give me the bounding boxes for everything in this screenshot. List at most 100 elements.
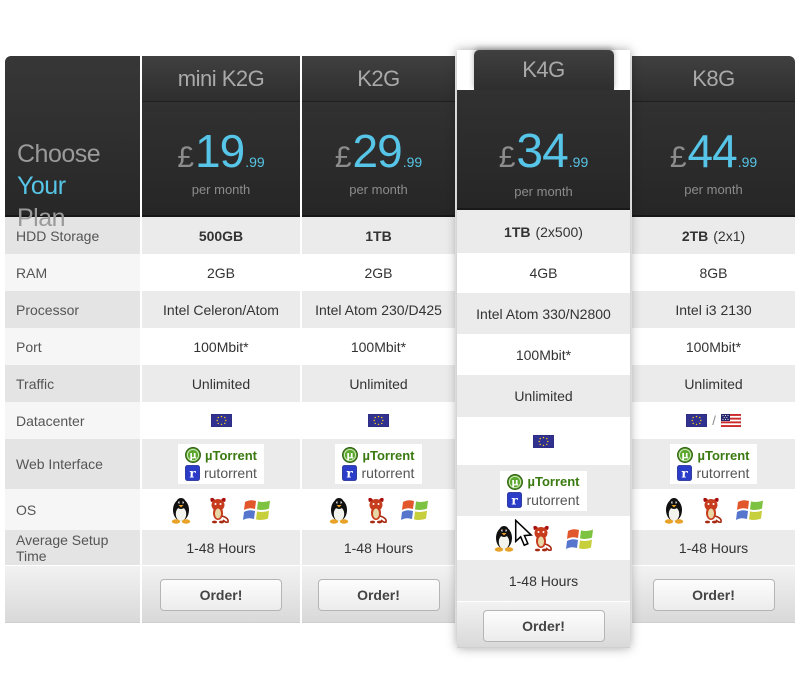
plan-price-k8g: £44.99 per month xyxy=(632,102,795,217)
price-decimal: .99 xyxy=(402,154,423,170)
cell-web-interface: µ µTorrent r rutorrent xyxy=(632,439,795,489)
cell-ram: 2GB xyxy=(142,254,300,291)
linux-tux-icon xyxy=(664,497,683,524)
flag-separator: / xyxy=(712,413,716,428)
utorrent-row: µ µTorrent xyxy=(677,447,750,463)
os-icons xyxy=(163,493,279,526)
eu-flag-icon xyxy=(533,434,554,448)
order-button-mini-k2g[interactable]: Order! xyxy=(160,579,282,611)
plan-name: K8G xyxy=(692,65,735,91)
utorrent-row: µ µTorrent xyxy=(342,447,415,463)
currency-symbol: £ xyxy=(334,141,352,174)
cell-datacenter xyxy=(457,417,630,465)
utorrent-label: µTorrent xyxy=(362,447,415,463)
cell-port: 100Mbit* xyxy=(632,328,795,365)
cell-traffic: Unlimited xyxy=(632,365,795,402)
cell-hdd: 1TB xyxy=(302,217,455,254)
cell-hdd: 1TB (2x500) xyxy=(457,210,630,253)
cell-web-interface: µ µTorrent r rutorrent xyxy=(302,439,455,489)
currency-symbol: £ xyxy=(498,141,516,174)
os-icons xyxy=(655,493,772,526)
utorrent-icon: µ xyxy=(185,447,201,463)
label-column: Choose Your Plan HDD Storage RAM Process… xyxy=(5,56,140,623)
order-button-k4g[interactable]: Order! xyxy=(482,610,605,642)
cell-os xyxy=(632,489,795,530)
plan-price-k2g: £29.99 per month xyxy=(302,102,455,217)
per-month-label: per month xyxy=(684,182,743,197)
linux-tux-icon xyxy=(329,497,348,524)
plan-tab-k2g[interactable]: K2G xyxy=(302,56,455,102)
utorrent-label: µTorrent xyxy=(697,447,750,463)
utorrent-row: µ µTorrent xyxy=(185,447,257,463)
eu-flag-icon xyxy=(368,414,389,427)
windows-icon xyxy=(400,500,428,521)
cell-ram: 2GB xyxy=(302,254,455,291)
price-amount: 19 xyxy=(195,125,245,177)
plan-tab-k8g[interactable]: K8G xyxy=(632,56,795,102)
plan-price-k4g: £34.99 per month xyxy=(457,90,630,210)
cell-datacenter xyxy=(302,402,455,439)
cell-port: 100Mbit* xyxy=(302,328,455,365)
freebsd-daemon-icon xyxy=(210,497,229,523)
currency-symbol: £ xyxy=(669,141,687,174)
order-button-k8g[interactable]: Order! xyxy=(652,579,775,611)
plan-column-k2g: K2G £29.99 per month 1TB 2GB Intel Atom … xyxy=(302,56,455,623)
utorrent-icon: µ xyxy=(677,447,694,463)
plan-column-k8g: K8G £44.99 per month 2TB (2x1) 8GB Intel … xyxy=(632,56,795,623)
cell-ram: 4GB xyxy=(457,253,630,293)
row-label-os: OS xyxy=(5,489,140,530)
web-interface-box: µ µTorrent r rutorrent xyxy=(177,444,265,484)
freebsd-daemon-icon xyxy=(532,525,552,552)
svg-text:r: r xyxy=(189,467,196,481)
row-label-hdd: HDD Storage xyxy=(5,217,140,254)
row-label-datacenter: Datacenter xyxy=(5,402,140,439)
plan-footer: Order! xyxy=(302,565,455,623)
windows-icon xyxy=(565,528,593,549)
cell-setup-time: 1-48 Hours xyxy=(632,530,795,565)
mouse-cursor xyxy=(514,519,534,548)
cell-traffic: Unlimited xyxy=(142,365,300,402)
web-interface-box: µ µTorrent r rutorrent xyxy=(335,444,422,484)
plan-column-mini-k2g: mini K2G £19.99 per month 500GB 2GB Inte… xyxy=(142,56,300,623)
windows-icon xyxy=(735,500,763,521)
svg-text:µ: µ xyxy=(512,477,519,488)
rutorrent-icon: r xyxy=(507,491,523,508)
rutorrent-icon: r xyxy=(185,465,200,481)
currency-symbol: £ xyxy=(177,141,195,174)
cell-processor: Intel Atom 330/N2800 xyxy=(457,293,630,334)
choose-your-plan-heading: Choose Your Plan xyxy=(5,56,140,232)
row-label-processor: Processor xyxy=(5,291,140,328)
rutorrent-icon: r xyxy=(342,465,358,481)
cell-ram: 8GB xyxy=(632,254,795,291)
os-icons xyxy=(320,493,437,526)
svg-text:r: r xyxy=(512,493,519,507)
web-interface-box: µ µTorrent r rutorrent xyxy=(500,470,587,511)
plan-footer: Order! xyxy=(142,565,300,623)
eu-flag-icon xyxy=(210,414,232,427)
cell-setup-time: 1-48 Hours xyxy=(142,530,300,565)
order-button-k2g[interactable]: Order! xyxy=(317,579,440,611)
rutorrent-row: r rutorrent xyxy=(185,465,257,481)
cell-port: 100Mbit* xyxy=(457,334,630,375)
rutorrent-label: rutorrent xyxy=(361,465,415,481)
row-label-traffic: Traffic xyxy=(5,365,140,402)
us-flag-icon xyxy=(720,414,741,427)
cell-hdd: 500GB xyxy=(142,217,300,254)
cell-os xyxy=(302,489,455,530)
svg-text:µ: µ xyxy=(189,451,196,462)
cell-traffic: Unlimited xyxy=(302,365,455,402)
plan-tab-mini-k2g[interactable]: mini K2G xyxy=(142,56,300,102)
plan-column-k4g-featured: K4G £34.99 per month 1TB (2x500) 4GB Inte… xyxy=(457,50,630,648)
cell-processor: Intel Celeron/Atom xyxy=(142,291,300,328)
plan-name: K2G xyxy=(357,65,400,91)
label-footer xyxy=(5,565,140,623)
price-amount: 34 xyxy=(516,125,568,178)
utorrent-icon: µ xyxy=(507,473,524,490)
rutorrent-label: rutorrent xyxy=(203,465,257,481)
freebsd-daemon-icon xyxy=(702,497,722,523)
plan-tab-k4g[interactable]: K4G xyxy=(473,50,614,90)
cell-setup-time: 1-48 Hours xyxy=(457,560,630,601)
windows-icon xyxy=(243,500,270,521)
os-icons xyxy=(485,522,602,554)
price-decimal: .99 xyxy=(737,154,758,170)
